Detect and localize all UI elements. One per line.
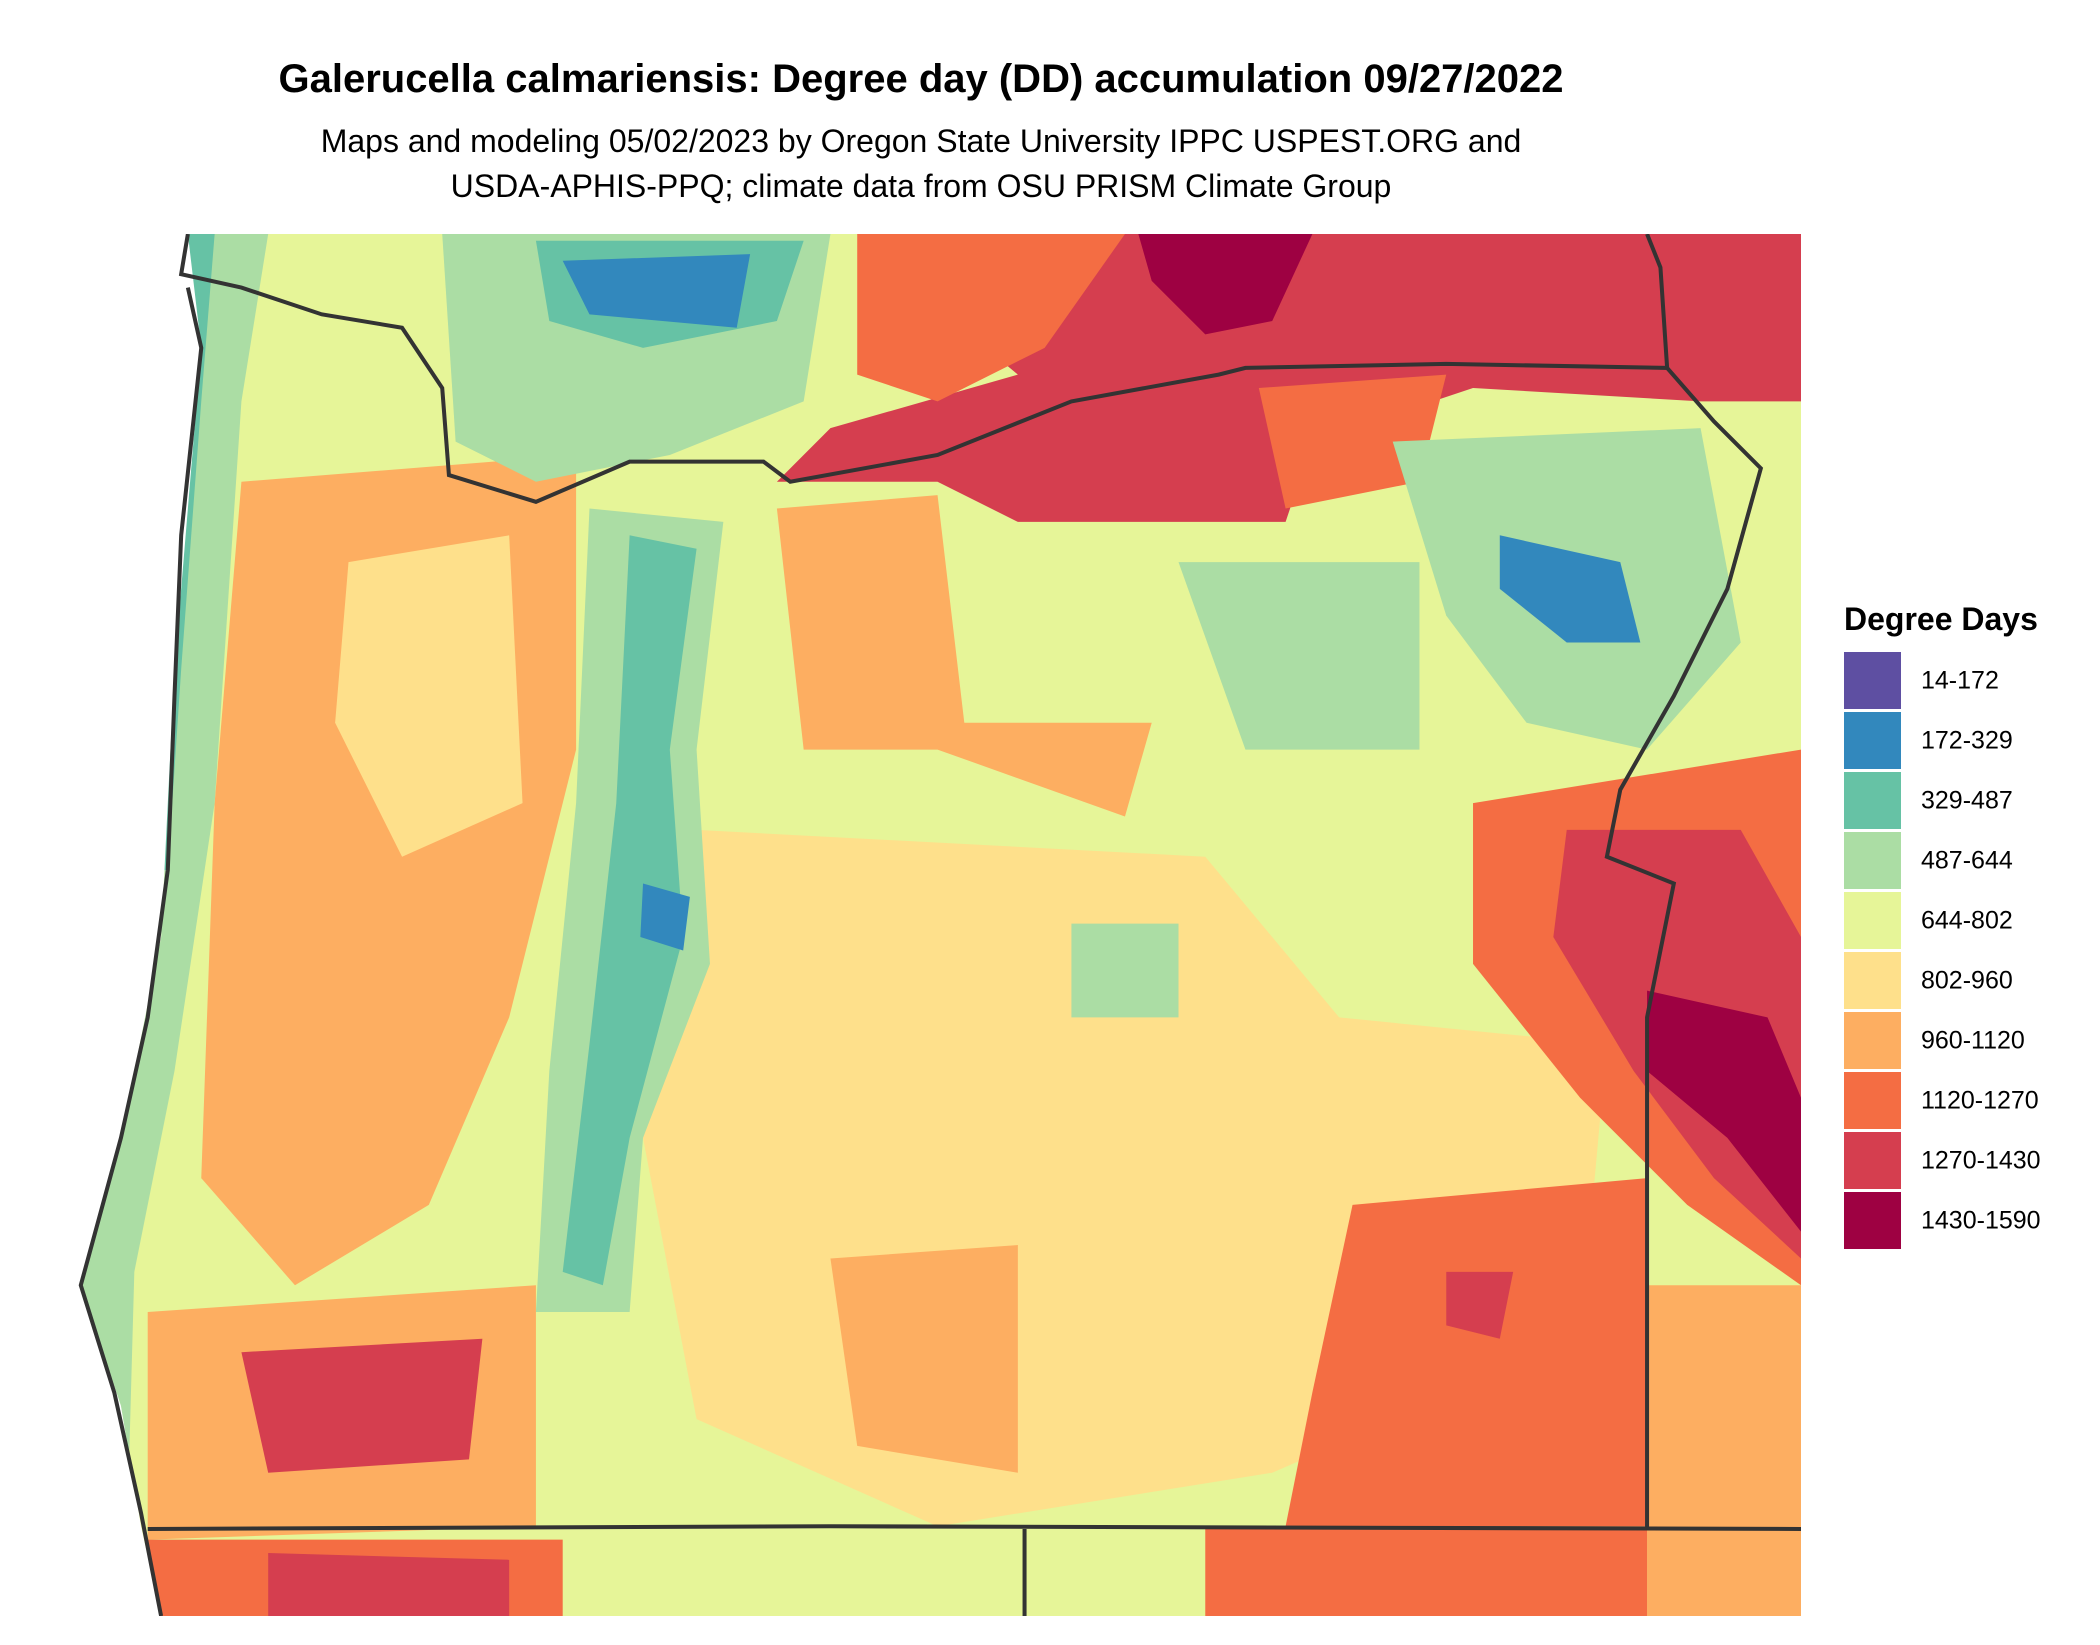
state-border (147, 1524, 1801, 1531)
legend-swatch (1844, 1012, 1901, 1069)
state-border (178, 234, 1670, 504)
subtitle-line: USDA-APHIS-PPQ; climate data from OSU PR… (451, 168, 1392, 204)
legend-swatch (1844, 652, 1901, 709)
legend-swatch (1844, 772, 1901, 829)
region (1138, 234, 1313, 335)
map (54, 234, 1801, 1616)
legend-label: 960-1120 (1921, 1027, 2025, 1055)
legend-label: 487-644 (1921, 847, 2013, 875)
region (1205, 1526, 1648, 1616)
region (640, 883, 690, 951)
coastline (78, 287, 204, 1616)
legend-swatch (1844, 1132, 1901, 1189)
legend-label: 1270-1430 (1921, 1147, 2041, 1175)
region (776, 495, 1152, 817)
region (1647, 990, 1801, 1232)
legend-title: Degree Days (1844, 601, 2038, 637)
legend-swatch (1844, 1072, 1901, 1129)
legend-label: 802-960 (1921, 967, 2013, 995)
legend-label: 14-172 (1921, 667, 1999, 695)
legend-label: 644-802 (1921, 907, 2013, 935)
legend-label: 172-329 (1921, 727, 2013, 755)
region (1499, 535, 1641, 643)
legend-swatch (1844, 712, 1901, 769)
region (857, 234, 1125, 402)
region (562, 535, 697, 1286)
legend-label: 329-487 (1921, 787, 2013, 815)
region (1446, 1271, 1514, 1339)
region (268, 1553, 510, 1616)
ocean (54, 234, 202, 1616)
legend: 14-172 172-329 329-487 487-644 644-802 802-96… (1844, 652, 2041, 1249)
legend-swatch (1844, 952, 1901, 1009)
region (80, 234, 269, 1513)
state-border (1604, 366, 1764, 1529)
region (335, 535, 523, 857)
region (1178, 562, 1420, 750)
region (830, 1245, 1018, 1473)
region (1258, 374, 1447, 509)
legend-swatch (1844, 892, 1901, 949)
legend-swatch (1844, 832, 1901, 889)
region (1071, 923, 1179, 1018)
subtitle-line: Maps and modeling 05/02/2023 by Oregon S… (321, 123, 1522, 159)
title: Galerucella calmariensis: Degree day (DD… (278, 57, 1563, 101)
region (241, 1338, 483, 1473)
legend-swatch (1844, 1192, 1901, 1249)
legend-label: 1430-1590 (1921, 1207, 2041, 1235)
region (1285, 1178, 1648, 1527)
region (562, 254, 751, 328)
legend-label: 1120-1270 (1921, 1087, 2039, 1115)
region (1647, 1285, 1801, 1616)
